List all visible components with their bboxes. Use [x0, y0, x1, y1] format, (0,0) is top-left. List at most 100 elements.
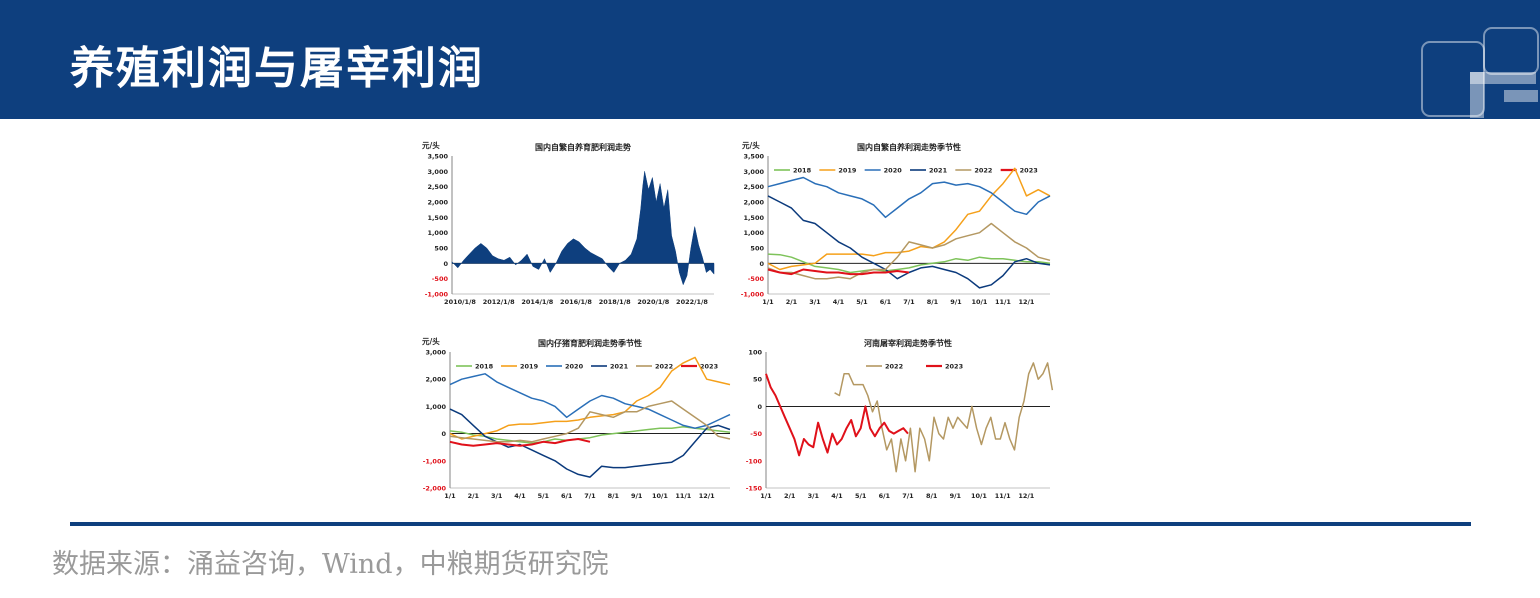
x-tick-label: 10/1	[652, 492, 668, 500]
x-tick-label: 6/1	[561, 492, 573, 500]
x-tick-label: 8/1	[927, 298, 939, 306]
x-tick-label: 2/1	[468, 492, 480, 500]
x-tick-label: 11/1	[675, 492, 691, 500]
x-tick-label: 2010/1/8	[444, 298, 476, 306]
y-tick-label: 500	[434, 245, 448, 253]
x-tick-label: 6/1	[880, 298, 892, 306]
y-tick-label: 1,500	[427, 214, 448, 222]
y-tick-label: 0	[441, 430, 446, 438]
chart-panel-3: 国内仔猪育肥利润走势季节性 元/头 3,000 2,000 1,000 0 -1,000 -2…	[418, 332, 738, 508]
x-tick-label: 11/1	[995, 492, 1011, 500]
x-tick-label: 2/1	[784, 492, 796, 500]
y-tick-label: 3,000	[743, 168, 764, 176]
series-line-2022	[834, 362, 1054, 473]
y-tick-label: 3,500	[427, 153, 448, 161]
x-tick-label: 5/1	[538, 492, 550, 500]
x-tick-label: 11/1	[995, 298, 1011, 306]
y-axis-label: 元/头	[742, 140, 760, 150]
legend-label-2018: 2018	[475, 363, 494, 371]
chart-title: 国内自繁自养利润走势季节性	[857, 142, 961, 152]
x-tick-label: 2014/1/8	[521, 298, 553, 306]
legend-label-2023: 2023	[1020, 167, 1038, 175]
x-tick-label: 2012/1/8	[483, 298, 515, 306]
x-tick-label: 2018/1/8	[599, 298, 631, 306]
y-tick-label: -1,000	[423, 457, 447, 465]
y-tick-label: 500	[750, 245, 764, 253]
y-tick-label: 1,000	[427, 229, 448, 237]
legend-label-2019: 2019	[838, 167, 857, 175]
y-tick-label: 0	[443, 260, 448, 268]
y-tick-label: 2,000	[425, 376, 446, 384]
x-tick-label: 4/1	[514, 492, 526, 500]
y-tick-label: 2,500	[743, 183, 764, 191]
y-tick-label: -500	[432, 275, 449, 283]
x-tick-label: 3/1	[809, 298, 821, 306]
x-tick-label: 9/1	[950, 492, 962, 500]
y-tick-label: -500	[748, 275, 765, 283]
series-line-2023	[765, 373, 909, 457]
y-tick-label: -50	[750, 430, 762, 438]
legend-label-2022: 2022	[974, 167, 992, 175]
x-tick-label: 7/1	[902, 492, 914, 500]
y-tick-label: 1,000	[425, 403, 446, 411]
series-line-2022	[449, 400, 731, 443]
x-tick-label: 4/1	[833, 298, 845, 306]
y-tick-label: 50	[753, 376, 763, 384]
x-tick-label: 7/1	[903, 298, 915, 306]
y-tick-label: 2,000	[743, 199, 764, 207]
series-line-2020	[767, 176, 1051, 219]
legend-label-2022: 2022	[885, 363, 903, 371]
x-tick-label: 9/1	[631, 492, 643, 500]
series-line-2022	[767, 222, 1051, 280]
y-tick-label: -150	[746, 485, 763, 493]
y-tick-label: 3,000	[425, 349, 446, 357]
x-tick-label: 2022/1/8	[676, 298, 708, 306]
area-series-profit	[451, 171, 715, 286]
y-tick-label: 1,000	[743, 229, 764, 237]
legend-label-2019: 2019	[520, 363, 539, 371]
x-tick-label: 8/1	[608, 492, 620, 500]
legend-label-2018: 2018	[793, 167, 812, 175]
series-line-2018	[449, 426, 731, 444]
y-tick-label: -100	[746, 457, 763, 465]
x-tick-label: 5/1	[856, 298, 868, 306]
legend-label-2023: 2023	[700, 363, 718, 371]
x-tick-label: 1/1	[762, 298, 774, 306]
footer-divider	[70, 522, 1471, 526]
y-tick-label: 2,500	[427, 183, 448, 191]
series-line-2019	[449, 356, 731, 440]
legend-label-2023: 2023	[945, 363, 963, 371]
legend-label-2020: 2020	[884, 167, 903, 175]
legend-label-2022: 2022	[655, 363, 673, 371]
series-line-2019	[767, 167, 1051, 271]
page-title: 养殖利润与屠宰利润	[70, 43, 484, 94]
series-line-2018	[767, 253, 1051, 274]
x-tick-label: 7/1	[584, 492, 596, 500]
chart-3: 国内仔猪育肥利润走势季节性 元/头 3,000 2,000 1,000 0 -1,000 -2…	[422, 336, 731, 500]
y-tick-label: 100	[748, 349, 762, 357]
x-tick-label: 12/1	[1019, 298, 1035, 306]
x-tick-label: 8/1	[926, 492, 938, 500]
y-tick-label: 1,500	[743, 214, 764, 222]
y-tick-label: -2,000	[423, 485, 447, 493]
x-tick-label: 12/1	[1018, 492, 1034, 500]
x-tick-label: 10/1	[972, 298, 988, 306]
series-line-2020	[449, 373, 731, 429]
legend-label-2021: 2021	[929, 167, 948, 175]
chart-2: 国内自繁自养利润走势季节性 元/头 3,500 3,000 2,500 2,000 1,50…	[741, 140, 1051, 306]
y-axis-label: 元/头	[422, 336, 440, 346]
chart-panel-4: 河南屠宰利润走势季节性 100 50 0 -50 -100 -150 1/1 2/1 3/1 4/1…	[738, 332, 1058, 508]
legend-label-2020: 2020	[565, 363, 584, 371]
x-tick-label: 1/1	[760, 492, 772, 500]
y-tick-label: -1,000	[425, 291, 449, 299]
series-line-2023	[767, 268, 910, 276]
chart-title: 国内自繁自养育肥利润走势	[535, 142, 631, 152]
x-tick-label: 2020/1/8	[637, 298, 669, 306]
x-tick-label: 6/1	[879, 492, 891, 500]
legend-label-2021: 2021	[610, 363, 629, 371]
x-tick-label: 4/1	[831, 492, 843, 500]
data-source-note: 数据来源：涌益咨询，Wind，中粮期货研究院	[52, 549, 609, 580]
y-tick-label: 3,000	[427, 168, 448, 176]
x-tick-label: 9/1	[950, 298, 962, 306]
series-line-2023	[449, 438, 591, 447]
